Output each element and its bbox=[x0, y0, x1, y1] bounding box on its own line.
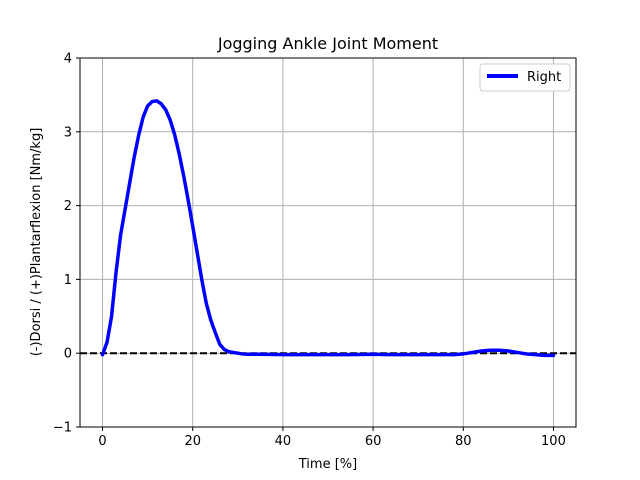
legend-label-right: Right bbox=[527, 70, 561, 85]
y-tick-label: 0 bbox=[64, 347, 72, 362]
plot-area-frame bbox=[79, 57, 577, 428]
y-tick-label: 3 bbox=[64, 125, 72, 140]
legend: Right bbox=[479, 63, 571, 92]
x-axis-label: Time [%] bbox=[298, 457, 357, 472]
x-tick-label: 20 bbox=[184, 434, 201, 449]
series-line-right bbox=[100, 99, 556, 358]
x-tick-label: 0 bbox=[98, 434, 106, 449]
x-tick-label: 80 bbox=[455, 434, 472, 449]
y-tick-label: 1 bbox=[64, 273, 72, 288]
x-tick-label: 100 bbox=[541, 434, 566, 449]
x-tick-label: 60 bbox=[365, 434, 382, 449]
series-lines bbox=[100, 99, 556, 358]
chart-title: Jogging Ankle Joint Moment bbox=[217, 34, 438, 53]
y-tick-label: 2 bbox=[64, 199, 72, 214]
y-axis-label: (-)Dorsi / (+)Plantarflexion [Nm/kg] bbox=[29, 128, 44, 357]
legend-box bbox=[479, 63, 571, 92]
y-tick-label: 4 bbox=[64, 52, 72, 67]
y-tick-label: −1 bbox=[53, 421, 72, 436]
x-tick-label: 40 bbox=[275, 434, 292, 449]
y-axis-ticks: −1 0 1 2 3 4 bbox=[53, 52, 80, 436]
x-axis-ticks: 0 20 40 60 80 100 bbox=[98, 427, 566, 449]
